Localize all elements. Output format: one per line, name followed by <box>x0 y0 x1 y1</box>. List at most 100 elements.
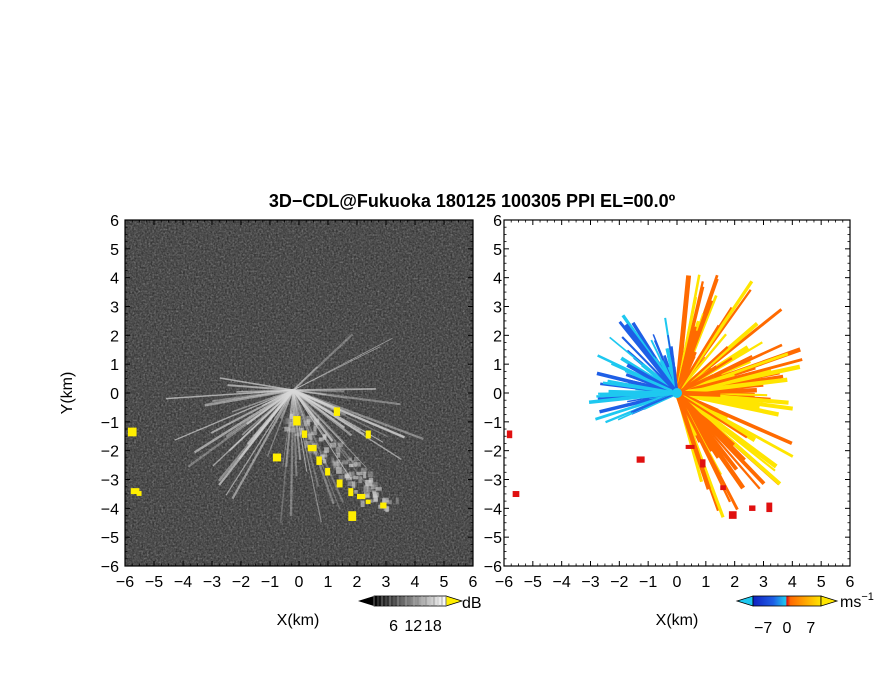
db-colorbar: 6 12 18 dB <box>358 595 482 635</box>
y-tick-label: 3 <box>493 300 502 317</box>
x-tick-label: 4 <box>788 574 797 591</box>
strong-echo-cell <box>272 453 282 462</box>
strong-echo-cell <box>333 407 341 416</box>
strong-echo-cell <box>316 456 322 465</box>
strong-echo-cell <box>293 416 301 426</box>
x-tick-label: 1 <box>324 574 333 591</box>
x-tick-label: 1 <box>701 574 710 591</box>
echo-streak <box>285 390 295 468</box>
figure-title: 3D−CDL@Fukuoka 180125 100305 PPI EL=00.0… <box>269 191 676 211</box>
echo-cell <box>288 427 296 433</box>
y-tick-label: −1 <box>484 415 502 432</box>
echo-streak <box>266 389 294 457</box>
velocity-ray-approaching <box>610 362 678 395</box>
x-tick-label: 5 <box>440 574 449 591</box>
echo-cell <box>367 471 374 478</box>
echo-cell <box>375 487 382 491</box>
velocity-edge-cell <box>749 505 756 511</box>
echo-cell <box>331 457 335 463</box>
velocity-ray-receding <box>676 391 794 458</box>
velocity-edge-cell <box>506 430 513 439</box>
echo-cell <box>383 506 390 512</box>
vel-colorbar-unit-exp: −1 <box>861 591 874 603</box>
echo-cell <box>289 413 294 420</box>
y-tick-label: −3 <box>484 473 502 490</box>
echo-streak <box>289 390 295 517</box>
echo-streak <box>292 389 320 488</box>
x-tick-label: 4 <box>411 574 420 591</box>
echo-cell <box>372 492 379 498</box>
echo-streak <box>292 389 402 461</box>
x-tick-label: 2 <box>730 574 739 591</box>
db-colorbar-right-arrow <box>445 595 464 607</box>
x-tick-label: −3 <box>581 574 599 591</box>
velocity-ray-receding <box>675 392 739 511</box>
vel-colorbar-tick-label: 7 <box>806 620 815 637</box>
echo-cell <box>371 484 375 490</box>
db-colorbar-tick-label: 6 <box>389 618 398 635</box>
x-tick-label: −4 <box>174 574 192 591</box>
y-tick-label: 5 <box>110 242 119 259</box>
echo-streak <box>292 389 322 523</box>
echo-cell <box>382 498 386 506</box>
echo-cell <box>356 471 363 476</box>
echo-cell <box>341 468 347 474</box>
velocity-ray-receding <box>674 392 711 490</box>
y-tick-label: 4 <box>110 271 119 288</box>
right-ticks: −6 −5 −4 −3 −2 −1 0 1 2 3 4 5 6 6 5 4 3 2 1 0 −1 −2 −3 −4 −5 −6 <box>484 213 855 591</box>
echo-cell <box>351 460 358 468</box>
x-tick-label: −5 <box>145 574 163 591</box>
echo-streak <box>292 389 342 413</box>
echo-streak <box>246 389 294 425</box>
echo-streak <box>293 389 348 399</box>
echo-cell <box>361 468 367 473</box>
strong-echo-cell <box>357 493 366 500</box>
y-tick-label: 0 <box>110 386 119 403</box>
echo-streak <box>292 389 357 467</box>
velocity-colorbar-ticks: −7 0 7 <box>754 620 815 637</box>
vel-colorbar-unit: ms−1 <box>840 591 874 611</box>
echo-cell <box>366 487 373 492</box>
vel-colorbar-tick-label: −7 <box>754 620 772 637</box>
radar-origin <box>672 388 682 398</box>
echo-cell <box>354 456 359 461</box>
echo-cell <box>310 431 317 436</box>
left-xlabel: X(km) <box>277 612 320 629</box>
echo-cell <box>372 498 378 503</box>
velocity-ray-approaching <box>596 391 678 398</box>
echo-cell <box>319 454 325 460</box>
vel-colorbar-bar <box>752 595 822 607</box>
echo-cell <box>348 457 352 461</box>
echo-cell <box>351 481 356 489</box>
echo-cell <box>306 415 313 423</box>
db-colorbar-tick-label: 18 <box>424 618 442 635</box>
echo-cell <box>342 460 349 465</box>
echo-streak <box>219 377 294 391</box>
velocity-ray-receding <box>676 352 789 395</box>
echo-cell <box>354 462 361 467</box>
echo-streak <box>187 389 294 468</box>
velocity-edge-cell <box>728 511 737 519</box>
db-colorbar-unit: dB <box>462 595 482 612</box>
echo-streak <box>218 389 295 486</box>
y-tick-label: 0 <box>493 386 502 403</box>
velocity-ray-receding <box>674 275 692 394</box>
echo-cell <box>322 450 328 458</box>
echo-cell <box>372 490 377 494</box>
strong-echo-cell <box>380 502 387 509</box>
x-tick-label: 3 <box>382 574 391 591</box>
echo-streak <box>292 389 424 441</box>
vel-colorbar-tick-label: 0 <box>783 620 792 637</box>
x-tick-label: 6 <box>469 574 478 591</box>
echo-cell <box>318 437 324 442</box>
echo-cell <box>313 451 318 455</box>
strong-echo-cell <box>365 430 371 439</box>
echo-streak <box>292 389 352 480</box>
echo-cell <box>333 461 340 469</box>
velocity-ray-approaching <box>632 392 678 413</box>
echo-streak <box>293 388 376 392</box>
left-panel: −6 −5 −4 −3 −2 −1 0 1 2 3 4 5 6 6 5 4 3 2 1 0 −1 −2 −3 −4 −5 −6 Y… <box>59 213 478 629</box>
y-tick-label: 6 <box>110 213 119 230</box>
y-tick-label: 3 <box>110 300 119 317</box>
velocity-edge-cell <box>685 444 695 449</box>
